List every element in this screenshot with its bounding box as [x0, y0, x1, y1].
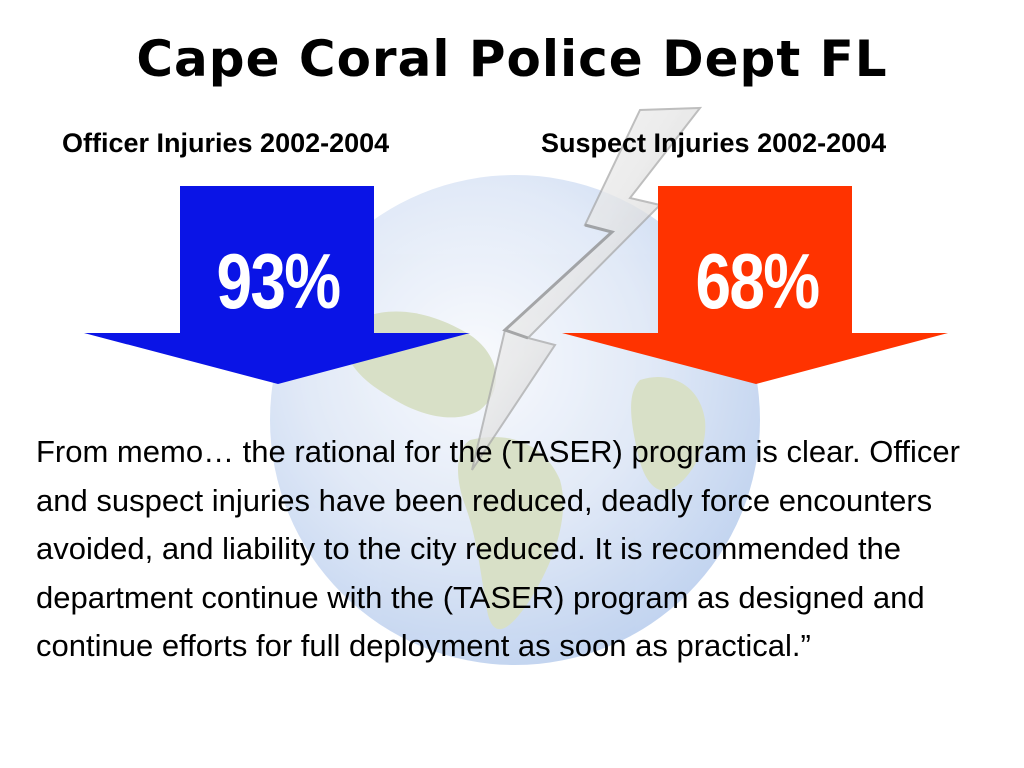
globe-land-africa — [631, 376, 706, 491]
suspect-injuries-heading: Suspect Injuries 2002-2004 — [541, 128, 887, 158]
lightning-bolt — [471, 106, 703, 471]
officer-injury-reduction-value: 93% — [216, 237, 341, 325]
page-title: Cape Coral Police Dept FL — [136, 30, 888, 88]
globe — [270, 175, 760, 665]
suspect-injury-reduction-value: 68% — [695, 237, 820, 325]
memo-quote: From memo… the rational for the (TASER) … — [36, 434, 960, 663]
officer-down-arrow — [84, 186, 470, 384]
officer-injuries-heading: Officer Injuries 2002-2004 — [62, 128, 390, 158]
suspect-down-arrow — [562, 186, 948, 384]
globe-land-south-america — [458, 436, 564, 630]
